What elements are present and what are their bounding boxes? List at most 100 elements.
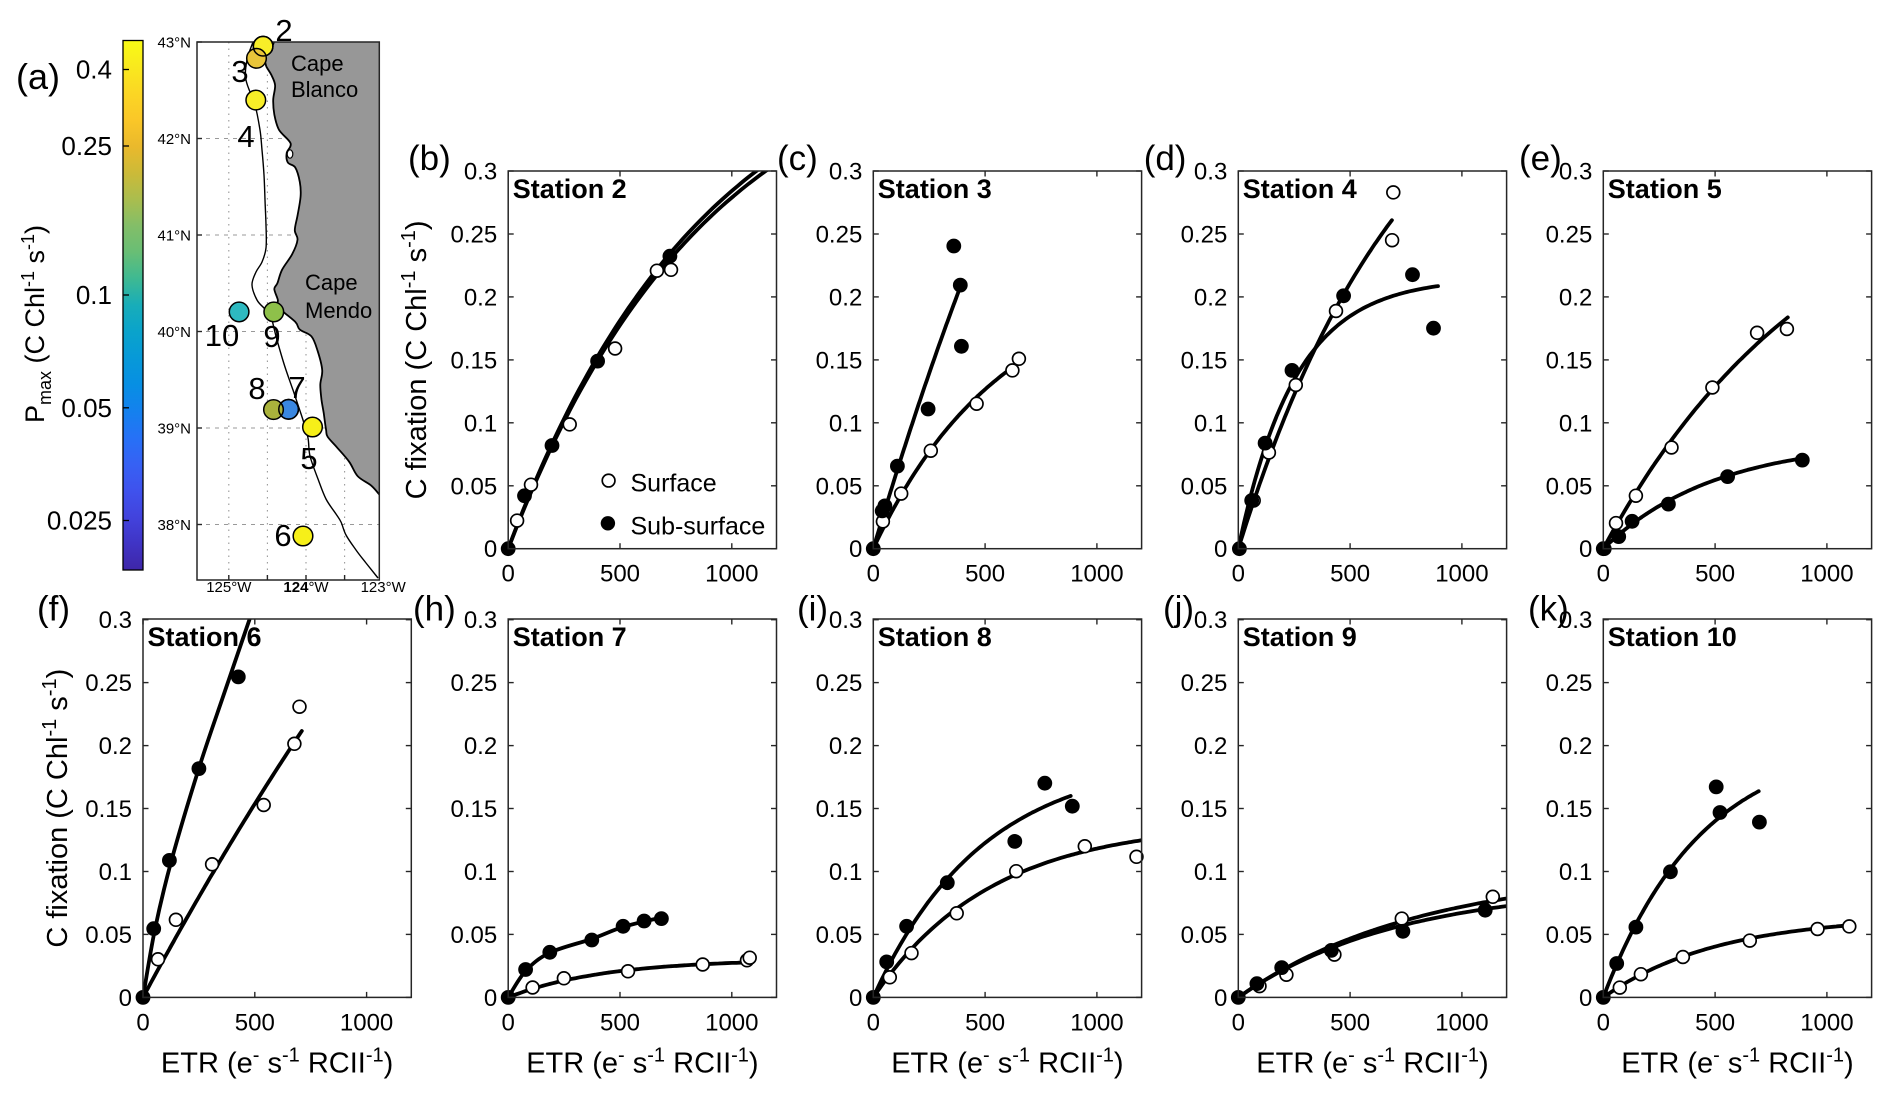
- svg-text:1000: 1000: [1070, 561, 1123, 588]
- svg-text:0.2: 0.2: [99, 733, 132, 760]
- svg-text:0.025: 0.025: [47, 506, 112, 536]
- svg-text:0.3: 0.3: [464, 607, 497, 634]
- svg-text:39°N: 39°N: [157, 421, 191, 438]
- svg-text:0.25: 0.25: [450, 222, 497, 249]
- svg-text:0.2: 0.2: [829, 284, 862, 311]
- svg-text:0.3: 0.3: [829, 159, 862, 186]
- svg-text:0: 0: [484, 536, 497, 563]
- svg-text:0.3: 0.3: [99, 607, 132, 634]
- svg-text:500: 500: [1330, 1009, 1370, 1036]
- svg-text:0.1: 0.1: [829, 859, 862, 886]
- svg-text:41°N: 41°N: [157, 228, 191, 245]
- svg-text:ETR (e- s-1 RCII-1): ETR (e- s-1 RCII-1): [161, 1044, 393, 1079]
- svg-text:0.2: 0.2: [1559, 733, 1592, 760]
- svg-text:0.15: 0.15: [85, 796, 132, 823]
- svg-text:0.15: 0.15: [1181, 347, 1228, 374]
- svg-text:500: 500: [600, 561, 640, 588]
- svg-text:Station 9: Station 9: [1243, 622, 1357, 652]
- svg-text:0.05: 0.05: [1181, 922, 1228, 949]
- svg-text:Mendo: Mendo: [305, 298, 372, 323]
- svg-text:Station 6: Station 6: [148, 622, 262, 652]
- svg-text:7: 7: [288, 370, 305, 405]
- svg-text:0.25: 0.25: [816, 670, 863, 697]
- svg-text:500: 500: [1695, 561, 1735, 588]
- svg-text:Station 3: Station 3: [878, 174, 992, 204]
- svg-text:0.25: 0.25: [450, 670, 497, 697]
- svg-text:2: 2: [275, 13, 292, 48]
- svg-text:0.2: 0.2: [464, 733, 497, 760]
- svg-text:1000: 1000: [1800, 1009, 1853, 1036]
- svg-text:0: 0: [1214, 985, 1227, 1012]
- svg-text:0: 0: [867, 1009, 880, 1036]
- svg-text:0.25: 0.25: [1546, 670, 1593, 697]
- svg-text:0.05: 0.05: [816, 473, 863, 500]
- svg-text:(i): (i): [797, 590, 828, 629]
- svg-text:0.05: 0.05: [450, 922, 497, 949]
- svg-text:0: 0: [1579, 536, 1592, 563]
- svg-text:500: 500: [600, 1009, 640, 1036]
- svg-text:42°N: 42°N: [157, 131, 191, 148]
- svg-text:0.15: 0.15: [816, 347, 863, 374]
- svg-text:125°W: 125°W: [206, 579, 252, 596]
- svg-text:(d): (d): [1144, 139, 1187, 178]
- svg-text:0.1: 0.1: [76, 280, 112, 310]
- svg-text:1000: 1000: [1435, 1009, 1488, 1036]
- svg-text:0.2: 0.2: [1559, 284, 1592, 311]
- svg-text:Blanco: Blanco: [291, 77, 358, 102]
- svg-text:ETR (e- s-1 RCII-1): ETR (e- s-1 RCII-1): [1256, 1044, 1488, 1079]
- svg-text:C fixation (C Chl-1 s-1): C fixation (C Chl-1 s-1): [398, 220, 433, 499]
- svg-text:Cape: Cape: [291, 51, 344, 76]
- svg-text:ETR (e- s-1 RCII-1): ETR (e- s-1 RCII-1): [891, 1044, 1123, 1079]
- svg-text:0.25: 0.25: [1181, 222, 1228, 249]
- svg-text:(a): (a): [16, 56, 60, 97]
- svg-text:5: 5: [300, 441, 317, 476]
- svg-text:0.1: 0.1: [464, 410, 497, 437]
- svg-text:0.3: 0.3: [1194, 159, 1227, 186]
- svg-text:0.25: 0.25: [816, 222, 863, 249]
- svg-text:Station 7: Station 7: [513, 622, 627, 652]
- svg-text:1000: 1000: [705, 561, 758, 588]
- svg-text:0: 0: [849, 536, 862, 563]
- svg-text:8: 8: [248, 371, 265, 406]
- svg-text:0.4: 0.4: [76, 55, 112, 85]
- svg-text:4: 4: [237, 119, 254, 154]
- svg-text:0.15: 0.15: [1546, 796, 1593, 823]
- svg-text:0.1: 0.1: [99, 859, 132, 886]
- svg-text:500: 500: [1695, 1009, 1735, 1036]
- svg-text:0.1: 0.1: [1559, 410, 1592, 437]
- svg-text:0: 0: [1597, 561, 1610, 588]
- svg-text:0: 0: [484, 985, 497, 1012]
- svg-text:0.3: 0.3: [1559, 607, 1592, 634]
- svg-text:123°W: 123°W: [361, 579, 407, 596]
- svg-text:0.15: 0.15: [1181, 796, 1228, 823]
- svg-text:500: 500: [965, 1009, 1005, 1036]
- svg-text:0.1: 0.1: [1194, 410, 1227, 437]
- svg-text:0.25: 0.25: [85, 670, 132, 697]
- svg-text:Station 4: Station 4: [1243, 174, 1357, 204]
- svg-text:0.2: 0.2: [1194, 733, 1227, 760]
- svg-text:0.1: 0.1: [1194, 859, 1227, 886]
- svg-text:Cape: Cape: [305, 270, 358, 295]
- svg-text:0.15: 0.15: [816, 796, 863, 823]
- svg-text:(h): (h): [413, 590, 456, 629]
- svg-text:6: 6: [274, 518, 291, 553]
- svg-text:500: 500: [1330, 561, 1370, 588]
- svg-text:0.25: 0.25: [1546, 222, 1593, 249]
- svg-text:0.15: 0.15: [450, 796, 497, 823]
- svg-text:Sub-surface: Sub-surface: [631, 512, 766, 540]
- svg-text:0: 0: [1579, 985, 1592, 1012]
- svg-text:0: 0: [1232, 561, 1245, 588]
- svg-text:(k): (k): [1528, 590, 1569, 629]
- svg-text:0: 0: [502, 561, 515, 588]
- svg-text:500: 500: [235, 1009, 275, 1036]
- svg-text:0.3: 0.3: [829, 607, 862, 634]
- svg-text:0: 0: [1214, 536, 1227, 563]
- svg-text:0.15: 0.15: [1546, 347, 1593, 374]
- svg-text:0.2: 0.2: [464, 284, 497, 311]
- svg-text:0.2: 0.2: [1194, 284, 1227, 311]
- svg-text:0.05: 0.05: [85, 922, 132, 949]
- svg-text:Station 10: Station 10: [1608, 622, 1737, 652]
- svg-text:1000: 1000: [1435, 561, 1488, 588]
- svg-text:0.05: 0.05: [1546, 922, 1593, 949]
- svg-text:Surface: Surface: [631, 470, 717, 498]
